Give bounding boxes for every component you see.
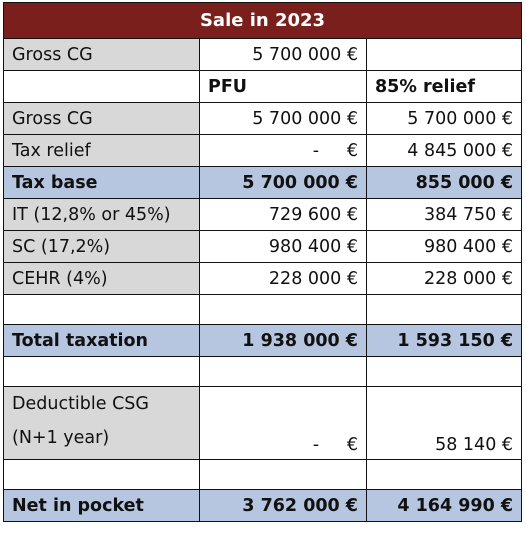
spacer-row [3, 294, 523, 325]
pfu-value: 1 938 000 € [199, 324, 367, 357]
header-pfu: PFU [199, 70, 367, 103]
row-label: Gross CG [3, 102, 200, 135]
table-row: Tax relief - € 4 845 000 € [3, 134, 523, 167]
empty-cell [365, 38, 523, 71]
table-title: Sale in 2023 [2, 2, 523, 39]
empty-cell [199, 294, 367, 325]
empty-cell [3, 356, 200, 387]
empty-cell [3, 294, 200, 325]
empty-cell [3, 459, 200, 490]
row-label-line: Deductible CSG [12, 394, 149, 414]
relief-value: 5 700 000 € [365, 102, 523, 135]
relief-value: 384 750 € [365, 198, 523, 231]
tax-base-row: Tax base 5 700 000 € 855 000 € [3, 166, 523, 199]
net-in-pocket-row: Net in pocket 3 762 000 € 4 164 990 € [3, 489, 523, 522]
relief-value: 1 593 150 € [365, 324, 523, 357]
tax-comparison-table: Sale in 2023 Gross CG 5 700 000 € PFU 85… [2, 2, 523, 522]
row-label: IT (12,8% or 45%) [3, 198, 200, 231]
row-label: Net in pocket [3, 489, 200, 522]
row-label: Deductible CSG (N+1 year) [3, 386, 200, 460]
empty-cell [365, 294, 523, 325]
empty-cell [199, 356, 367, 387]
empty-cell [365, 356, 523, 387]
pfu-value: 5 700 000 € [199, 102, 367, 135]
total-taxation-row: Total taxation 1 938 000 € 1 593 150 € [3, 324, 523, 357]
row-label: Tax relief [3, 134, 200, 167]
row-label: SC (17,2%) [3, 230, 200, 263]
gross-cg-summary-label: Gross CG [3, 38, 200, 71]
relief-value: 228 000 € [365, 262, 523, 295]
empty-cell [3, 70, 200, 103]
row-label: Total taxation [3, 324, 200, 357]
pfu-value: 5 700 000 € [199, 166, 367, 199]
empty-cell [365, 459, 523, 490]
pfu-value: 729 600 € [199, 198, 367, 231]
row-label: Tax base [3, 166, 200, 199]
gross-cg-summary-row: Gross CG 5 700 000 € [3, 38, 523, 71]
table-row: IT (12,8% or 45%) 729 600 € 384 750 € [3, 198, 523, 231]
pfu-value: 228 000 € [199, 262, 367, 295]
deductible-csg-row: Deductible CSG (N+1 year) - € 58 140 € [3, 386, 523, 460]
table-title-row: Sale in 2023 [2, 2, 523, 39]
pfu-value: - € [199, 134, 367, 167]
column-header-row: PFU 85% relief [3, 70, 523, 103]
empty-cell [199, 459, 367, 490]
pfu-value: 980 400 € [199, 230, 367, 263]
pfu-value: - € [199, 386, 367, 460]
tax-comparison-table-container: Sale in 2023 Gross CG 5 700 000 € PFU 85… [2, 2, 523, 522]
spacer-row [3, 459, 523, 490]
header-85-relief: 85% relief [365, 70, 523, 103]
table-row: SC (17,2%) 980 400 € 980 400 € [3, 230, 523, 263]
relief-value: 4 845 000 € [365, 134, 523, 167]
spacer-row [3, 356, 523, 387]
gross-cg-summary-value: 5 700 000 € [199, 38, 367, 71]
relief-value: 58 140 € [365, 386, 523, 460]
table-row: Gross CG 5 700 000 € 5 700 000 € [3, 102, 523, 135]
row-label-line: (N+1 year) [12, 428, 110, 448]
relief-value: 980 400 € [365, 230, 523, 263]
pfu-value: 3 762 000 € [199, 489, 367, 522]
table-row: CEHR (4%) 228 000 € 228 000 € [3, 262, 523, 295]
relief-value: 855 000 € [365, 166, 523, 199]
relief-value: 4 164 990 € [365, 489, 523, 522]
row-label: CEHR (4%) [3, 262, 200, 295]
